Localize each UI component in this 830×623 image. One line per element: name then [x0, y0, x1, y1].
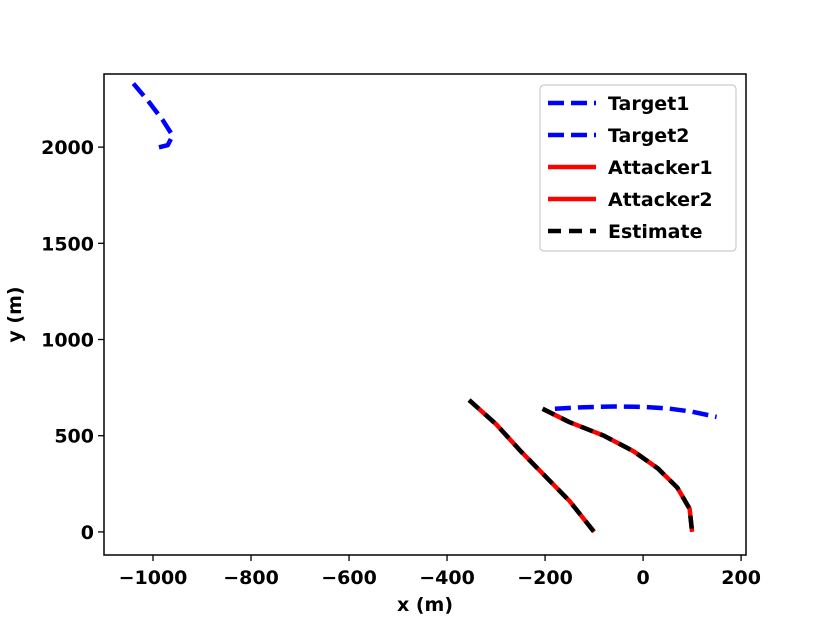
- x-tick-label: −200: [517, 567, 573, 589]
- x-tick-label: −400: [419, 567, 475, 589]
- attacker2-line: [541, 406, 695, 533]
- legend-label-attacker2: Attacker2: [608, 189, 713, 211]
- attacker1-line: [467, 398, 596, 534]
- x-tick-label: −600: [321, 567, 377, 589]
- series-layer: [131, 82, 718, 534]
- x-tick-label: −1000: [119, 567, 188, 589]
- y-tick-label: 1500: [41, 233, 94, 255]
- x-axis-label: x (m): [397, 594, 453, 616]
- y-tick-label: 0: [81, 522, 94, 544]
- x-tick-label: 0: [636, 567, 649, 589]
- legend-box: [539, 84, 737, 252]
- legend-label-estimate: Estimate: [608, 221, 702, 243]
- legend: Target1 Target2 Attacker1 Attacker2 Estimate: [539, 84, 737, 252]
- legend-label-attacker1: Attacker1: [608, 157, 713, 179]
- y-tick-label: 500: [54, 426, 94, 448]
- legend-label-target2: Target2: [608, 125, 690, 147]
- estimate-line-1: [467, 398, 596, 534]
- estimate-line-2: [541, 406, 695, 533]
- x-tick-label: 200: [721, 567, 761, 589]
- legend-label-target1: Target1: [608, 93, 690, 115]
- x-tick-label: −800: [223, 567, 279, 589]
- y-tick-label: 1000: [41, 330, 94, 352]
- target2-line: [554, 404, 718, 420]
- y-tick-label: 2000: [41, 137, 94, 159]
- y-axis-label: y (m): [4, 286, 26, 342]
- target1-line: [131, 82, 175, 151]
- ticks-layer: −1000 −800 −600 −400 −200 0 200050010001500200…: [41, 137, 761, 589]
- axes-frame: [103, 73, 747, 556]
